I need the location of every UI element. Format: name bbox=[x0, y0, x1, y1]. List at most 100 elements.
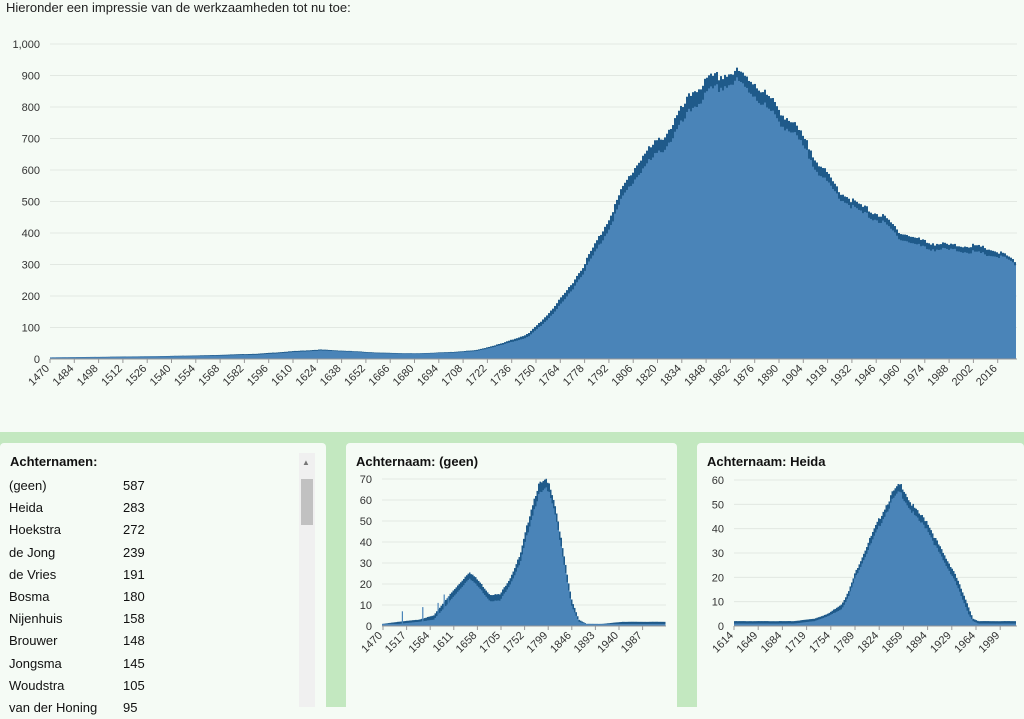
bar bbox=[336, 351, 338, 359]
bar bbox=[1014, 265, 1016, 359]
surname-name: van der Honing bbox=[9, 699, 98, 715]
bar bbox=[354, 351, 356, 359]
bar bbox=[560, 546, 562, 626]
bar bbox=[753, 623, 755, 626]
bar bbox=[896, 493, 898, 626]
bar bbox=[553, 508, 555, 626]
bar bbox=[362, 352, 364, 359]
bar bbox=[716, 84, 718, 360]
list-item[interactable]: Nijenhuis 158 bbox=[9, 608, 209, 630]
bar bbox=[951, 575, 953, 626]
bar bbox=[504, 343, 506, 359]
surname-name: Nijenhuis bbox=[9, 611, 63, 627]
bar bbox=[266, 353, 268, 359]
list-item[interactable]: Woudstra 105 bbox=[9, 675, 209, 697]
bar bbox=[628, 186, 630, 359]
bar bbox=[494, 600, 496, 626]
bar bbox=[449, 600, 451, 626]
chart-panel-geen: Achternaam: (geen) 0 10 20 30 40 50 60 70 1470 15… bbox=[346, 443, 677, 707]
bar bbox=[602, 240, 604, 359]
bar bbox=[254, 354, 256, 359]
bar bbox=[278, 353, 280, 359]
bar bbox=[804, 622, 806, 626]
bar-edge bbox=[741, 621, 743, 626]
bar bbox=[439, 612, 441, 626]
list-item[interactable]: Jongsma 145 bbox=[9, 653, 209, 675]
bar bbox=[914, 243, 916, 359]
bar bbox=[950, 574, 952, 626]
bar-edge bbox=[622, 621, 624, 626]
bar bbox=[852, 583, 854, 626]
bar bbox=[872, 220, 874, 359]
bar bbox=[136, 356, 138, 359]
bar bbox=[738, 80, 740, 359]
bar bbox=[421, 621, 423, 626]
bar bbox=[434, 617, 436, 626]
bar bbox=[942, 560, 944, 626]
surname-name: Woudstra bbox=[9, 677, 65, 693]
bar bbox=[612, 221, 614, 359]
bar bbox=[646, 163, 648, 359]
bar bbox=[629, 623, 631, 626]
bar-edge bbox=[625, 621, 627, 626]
bar bbox=[897, 491, 899, 626]
bar bbox=[744, 86, 746, 359]
bar bbox=[202, 355, 204, 359]
list-item[interactable]: de Vries 191 bbox=[9, 564, 209, 586]
list-item[interactable]: de Jong 239 bbox=[9, 542, 209, 564]
bar bbox=[130, 356, 132, 359]
bar bbox=[652, 157, 654, 359]
bar bbox=[340, 351, 342, 359]
list-item[interactable]: Bosma 180 bbox=[9, 586, 209, 608]
surnames-title: Achternamen: bbox=[10, 454, 98, 469]
bar bbox=[154, 356, 156, 359]
bar-edge bbox=[758, 621, 760, 626]
bar bbox=[455, 593, 457, 626]
bar bbox=[882, 519, 884, 626]
bar bbox=[884, 222, 886, 359]
list-item[interactable]: Heida 283 bbox=[9, 497, 209, 519]
bar-edge bbox=[791, 621, 793, 626]
bar bbox=[810, 621, 812, 626]
bar bbox=[809, 621, 811, 626]
scroll-up-icon[interactable]: ▲ bbox=[302, 458, 310, 467]
bar bbox=[472, 351, 474, 359]
y-tick-label: 800 bbox=[22, 102, 40, 114]
bar bbox=[494, 346, 496, 359]
list-item[interactable]: Hoekstra 272 bbox=[9, 519, 209, 541]
bar bbox=[547, 491, 549, 626]
bar bbox=[425, 620, 427, 626]
bar bbox=[511, 581, 513, 626]
bar bbox=[590, 258, 592, 359]
bar bbox=[682, 121, 684, 359]
bar bbox=[100, 357, 102, 359]
bar bbox=[140, 356, 142, 359]
list-item[interactable]: (geen) 587 bbox=[9, 475, 209, 497]
x-tick-label: 1582 bbox=[221, 363, 247, 389]
x-tick-label: 1904 bbox=[780, 363, 806, 389]
list-item[interactable]: van der Honing 95 bbox=[9, 697, 209, 719]
bar bbox=[484, 594, 486, 626]
list-item[interactable]: Brouwer 148 bbox=[9, 630, 209, 652]
bar bbox=[518, 565, 520, 626]
bar bbox=[440, 352, 442, 359]
bar bbox=[810, 159, 812, 359]
bar bbox=[886, 224, 888, 359]
bar bbox=[783, 623, 785, 626]
bar bbox=[170, 356, 172, 359]
bar bbox=[328, 350, 330, 359]
bar bbox=[986, 255, 988, 359]
surnames-scrollbar[interactable]: ▲ bbox=[299, 453, 315, 707]
bar bbox=[280, 353, 282, 359]
bar bbox=[422, 353, 424, 359]
bar bbox=[958, 251, 960, 359]
bar bbox=[403, 623, 405, 626]
bar bbox=[786, 128, 788, 359]
bar bbox=[825, 616, 827, 626]
scrollbar-thumb[interactable] bbox=[301, 479, 313, 525]
bar bbox=[469, 578, 471, 626]
bar bbox=[846, 598, 848, 626]
surname-name: Bosma bbox=[9, 588, 50, 604]
bar bbox=[616, 209, 618, 359]
bar bbox=[172, 356, 174, 359]
